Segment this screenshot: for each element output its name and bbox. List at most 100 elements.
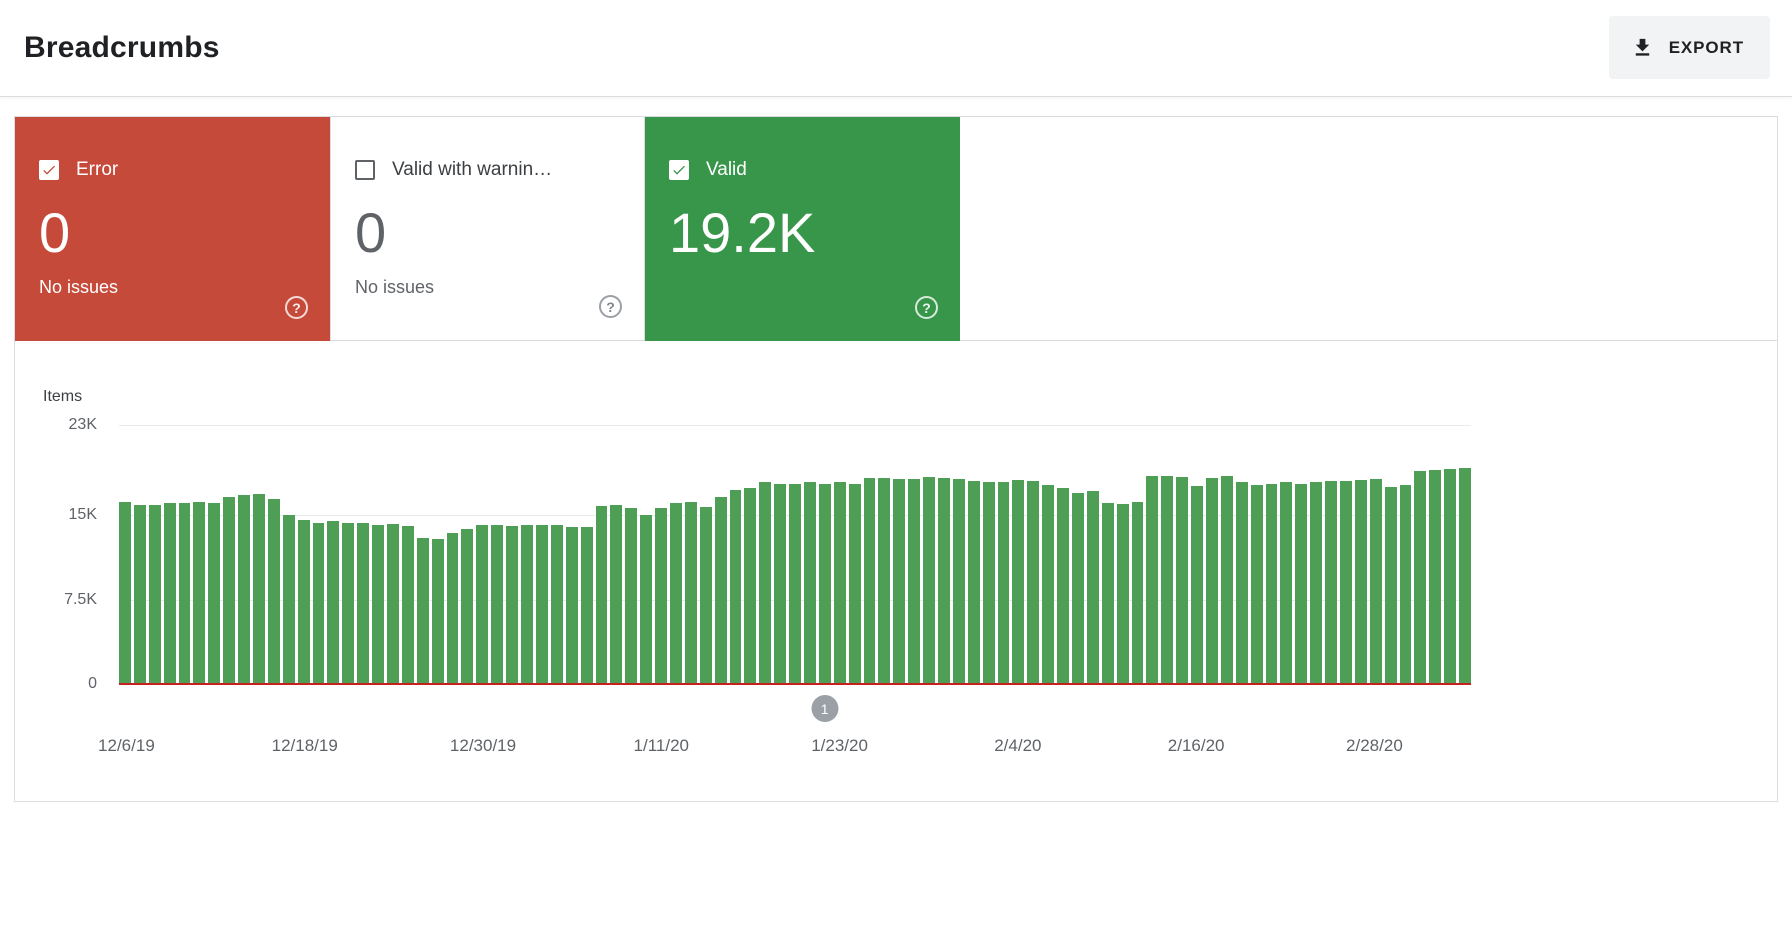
chart-bar[interactable] [253, 493, 265, 684]
chart-bar[interactable] [952, 479, 965, 684]
chart-bar[interactable] [1027, 481, 1040, 684]
chart-bar[interactable] [640, 515, 653, 684]
chart-bar[interactable] [937, 477, 950, 684]
chart-bar[interactable] [401, 526, 414, 684]
chart-bar[interactable] [1265, 483, 1278, 684]
chart-bar[interactable] [223, 497, 236, 684]
chart-bar[interactable] [163, 502, 176, 684]
chart-bar[interactable] [446, 533, 459, 684]
chart-bar[interactable] [655, 508, 667, 684]
chart-bar[interactable] [1444, 468, 1457, 684]
chart-bar[interactable] [565, 527, 578, 684]
chart-bar[interactable] [327, 520, 340, 684]
chart-bar[interactable] [387, 524, 399, 684]
chart-bar[interactable] [1176, 476, 1189, 684]
chart-bar[interactable] [193, 501, 206, 684]
chart-bar[interactable] [297, 519, 310, 684]
chart-bar[interactable] [372, 525, 385, 684]
chart-bar[interactable] [148, 504, 161, 684]
help-icon[interactable]: ? [285, 296, 308, 319]
chart-bar[interactable] [863, 477, 876, 684]
chart-bar[interactable] [431, 538, 444, 684]
chart-bar[interactable] [625, 508, 638, 684]
chart-bars[interactable] [119, 425, 1472, 684]
chart-bar[interactable] [982, 482, 995, 684]
chart-annotation-marker[interactable]: 1 [811, 695, 839, 722]
chart-bar[interactable] [506, 526, 519, 684]
chart-bar[interactable] [1072, 492, 1084, 684]
chart-bar[interactable] [774, 483, 787, 684]
chart-bar[interactable] [833, 482, 846, 684]
chart-bar[interactable] [893, 479, 906, 684]
chart-bar[interactable] [818, 483, 831, 684]
chart-bar[interactable] [878, 477, 891, 684]
chart-bar[interactable] [595, 506, 608, 684]
chart-bar[interactable] [923, 476, 935, 684]
chart-bar[interactable] [1191, 485, 1204, 684]
chart-bar[interactable] [1295, 483, 1308, 684]
chart-bar[interactable] [133, 504, 146, 684]
chart-bar[interactable] [416, 537, 429, 684]
chart-bar[interactable] [1086, 491, 1099, 684]
chart-bar[interactable] [1325, 481, 1338, 684]
chart-bar[interactable] [267, 499, 280, 684]
chart-bar[interactable] [1399, 484, 1412, 684]
chart-bar[interactable] [208, 502, 221, 684]
help-icon[interactable]: ? [915, 296, 938, 319]
chart-bar[interactable] [178, 502, 191, 684]
chart-bar[interactable] [342, 522, 355, 684]
chart-bar[interactable] [1146, 475, 1159, 684]
chart-bar[interactable] [550, 525, 563, 684]
error-checkbox[interactable] [39, 160, 59, 180]
valid-card[interactable]: Valid 19.2K ? [645, 117, 960, 341]
chart-bar[interactable] [997, 482, 1010, 684]
chart-bar[interactable] [803, 482, 816, 684]
chart-bar[interactable] [1414, 471, 1427, 684]
chart-bar[interactable] [1384, 486, 1397, 684]
valid-with-warnings-card[interactable]: Valid with warnin… 0 No issues ? [330, 117, 645, 341]
chart-bar[interactable] [1116, 503, 1129, 684]
chart-bar[interactable] [729, 490, 742, 684]
valid-checkbox[interactable] [669, 160, 689, 180]
chart-bar[interactable] [1042, 484, 1055, 684]
chart-bar[interactable] [521, 525, 533, 684]
chart-bar[interactable] [282, 515, 295, 684]
chart-bar[interactable] [119, 501, 131, 684]
chart-bar[interactable] [1340, 481, 1352, 684]
chart-bar[interactable] [789, 483, 801, 684]
chart-bar[interactable] [714, 497, 727, 684]
chart-bar[interactable] [535, 525, 548, 684]
chart-bar[interactable] [699, 507, 712, 684]
chart-bar[interactable] [1206, 477, 1218, 684]
chart-bar[interactable] [312, 522, 325, 684]
chart-bar[interactable] [461, 528, 474, 684]
chart-bar[interactable] [684, 501, 697, 684]
export-button[interactable]: EXPORT [1608, 16, 1770, 79]
chart-bar[interactable] [1280, 482, 1293, 684]
chart-bar[interactable] [1429, 470, 1442, 684]
chart-bar[interactable] [759, 482, 772, 684]
help-icon[interactable]: ? [599, 295, 622, 318]
chart-bar[interactable] [476, 525, 489, 684]
chart-bar[interactable] [610, 504, 623, 684]
chart-bar[interactable] [848, 483, 861, 684]
chart-bar[interactable] [580, 527, 593, 684]
chart-bar[interactable] [1101, 502, 1114, 684]
chart-bar[interactable] [1235, 482, 1248, 684]
chart-bar[interactable] [1057, 488, 1069, 684]
chart-bar[interactable] [491, 525, 504, 684]
chart-bar[interactable] [1354, 480, 1367, 684]
chart-bar[interactable] [669, 502, 682, 684]
chart-bar[interactable] [238, 494, 251, 684]
chart-bar[interactable] [967, 481, 980, 684]
chart-bar[interactable] [744, 488, 757, 684]
chart-bar[interactable] [1250, 484, 1263, 684]
error-card[interactable]: Error 0 No issues ? [15, 117, 330, 341]
valid-with-warnings-checkbox[interactable] [355, 160, 375, 180]
chart-bar[interactable] [1131, 501, 1144, 684]
chart-bar[interactable] [1220, 475, 1233, 684]
chart-bar[interactable] [908, 479, 921, 684]
chart-bar[interactable] [1161, 475, 1174, 684]
chart-bar[interactable] [357, 522, 370, 684]
chart-bar[interactable] [1369, 479, 1382, 684]
